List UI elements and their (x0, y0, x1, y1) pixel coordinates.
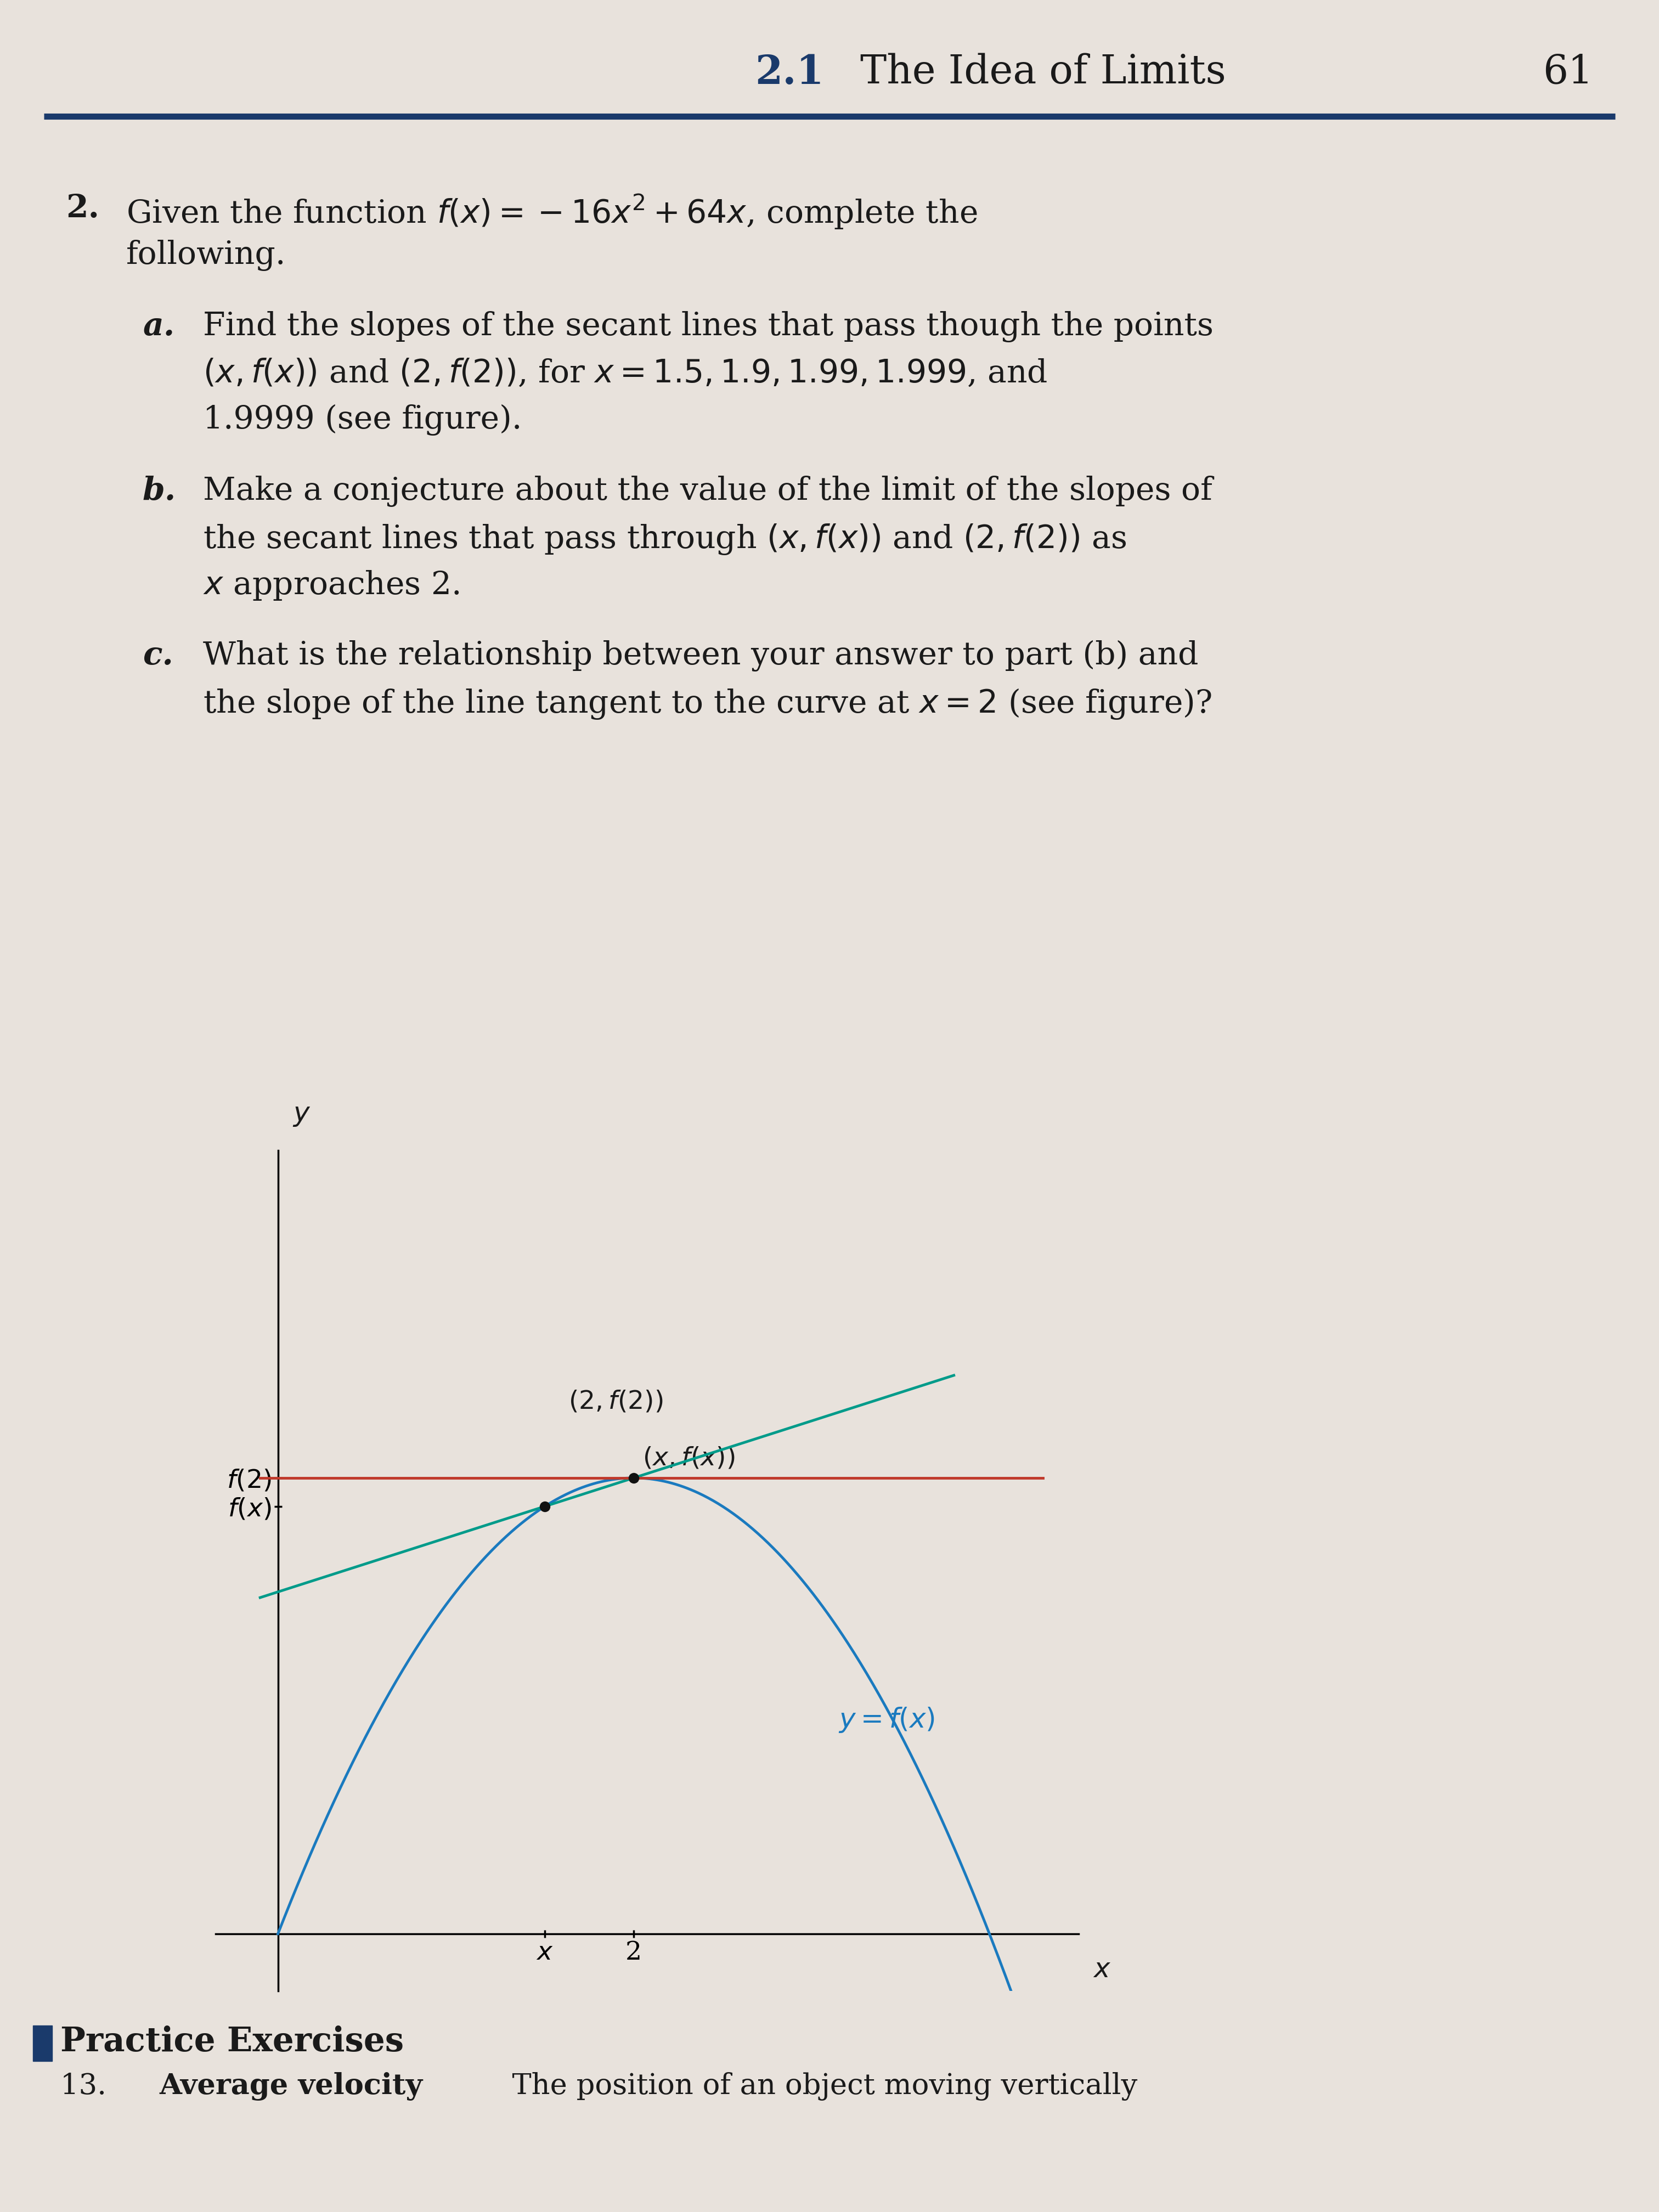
Text: the slope of the line tangent to the curve at $x = 2$ (see figure)?: the slope of the line tangent to the cur… (202, 688, 1211, 721)
Text: Find the slopes of the secant lines that pass though the points: Find the slopes of the secant lines that… (202, 312, 1213, 343)
Text: Practice Exercises: Practice Exercises (60, 2026, 403, 2059)
Text: What is the relationship between your answer to part (b) and: What is the relationship between your an… (202, 639, 1198, 672)
Text: 61: 61 (1543, 53, 1593, 91)
Text: $(x, f(x))$ and $(2, f(2))$, for $x = 1.5, 1.9, 1.99, 1.999$, and: $(x, f(x))$ and $(2, f(2))$, for $x = 1.… (202, 358, 1047, 389)
Text: Average velocity: Average velocity (159, 2073, 423, 2101)
Text: the secant lines that pass through $(x, f(x))$ and $(2, f(2))$ as: the secant lines that pass through $(x, … (202, 522, 1126, 555)
Text: 2.: 2. (66, 192, 100, 223)
Text: $y = f(x)$: $y = f(x)$ (838, 1705, 936, 1734)
Text: $x$ approaches 2.: $x$ approaches 2. (202, 568, 460, 602)
Text: Given the function $f(x) = -16x^2 + 64x$, complete the: Given the function $f(x) = -16x^2 + 64x$… (126, 192, 977, 230)
Text: 1.9999 (see figure).: 1.9999 (see figure). (202, 405, 523, 436)
Text: a.: a. (143, 312, 174, 343)
Text: 13.: 13. (60, 2073, 134, 2099)
Text: $(x, f(x))$: $(x, f(x))$ (642, 1447, 735, 1471)
Text: $y$: $y$ (292, 1102, 310, 1128)
Text: b.: b. (143, 476, 176, 507)
Bar (33, 2026, 51, 2062)
Text: The Idea of Limits: The Idea of Limits (834, 53, 1226, 91)
Text: 2.1: 2.1 (755, 53, 825, 93)
Text: Make a conjecture about the value of the limit of the slopes of: Make a conjecture about the value of the… (202, 476, 1213, 507)
Text: $x$: $x$ (1093, 1955, 1112, 1982)
Text: following.: following. (126, 239, 285, 272)
Text: c.: c. (143, 639, 173, 670)
Text: The position of an object moving vertically: The position of an object moving vertica… (494, 2073, 1138, 2101)
Text: $(2, f(2))$: $(2, f(2))$ (569, 1389, 664, 1413)
